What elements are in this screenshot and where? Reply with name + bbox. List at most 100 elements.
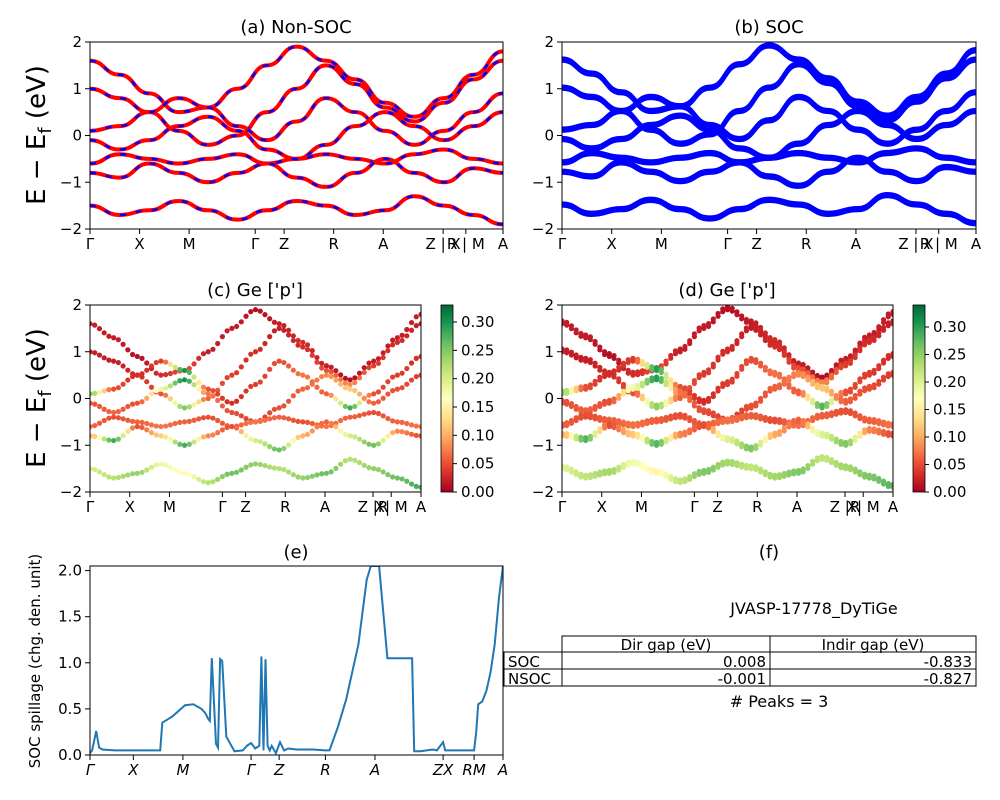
projection-point <box>281 327 287 333</box>
projection-point <box>810 458 816 465</box>
x-tick-label: Γ <box>251 235 260 253</box>
projection-point <box>866 369 872 375</box>
colorbar-tick-label: 0.10 <box>933 428 966 446</box>
projection-point <box>748 411 754 417</box>
projection-point <box>418 423 421 430</box>
projection-point <box>715 354 721 360</box>
projection-point <box>739 313 745 319</box>
panel-e-spillage: (e) SOC spillage (chg. den. unit) 0.0 0.5… <box>26 542 508 779</box>
y-tick-label: 2 <box>72 296 82 314</box>
projection-point <box>342 403 348 409</box>
x-tick-label: X| M <box>375 498 408 516</box>
projection-point <box>404 420 410 427</box>
projection-point <box>380 384 386 390</box>
projection-point <box>767 471 773 477</box>
table-cell-indir-gap: -0.833 <box>924 653 972 671</box>
projection-point <box>224 407 230 414</box>
projection-point <box>125 472 131 478</box>
projection-point <box>215 387 221 393</box>
projection-point <box>852 347 858 353</box>
projection-point <box>328 392 334 398</box>
projection-point <box>177 366 183 373</box>
projection-point <box>824 377 830 383</box>
colorbar-tick-label: 0.25 <box>461 341 494 359</box>
band-line-soc-0 <box>562 44 976 119</box>
projection-point <box>847 386 854 392</box>
projection-point <box>838 389 844 396</box>
projection-point <box>404 326 410 333</box>
y-tick-label: −1 <box>532 173 554 191</box>
projection-point <box>404 478 410 484</box>
projection-point <box>805 393 811 399</box>
projection-point <box>333 372 339 378</box>
projection-point <box>672 386 679 393</box>
projection-point <box>338 372 344 378</box>
projection-point <box>262 462 268 469</box>
projection-point <box>838 462 844 468</box>
projection-point <box>876 427 882 433</box>
projection-point <box>814 429 820 435</box>
projection-point <box>866 416 872 422</box>
x-tick-label: Γ <box>247 761 257 779</box>
projection-point <box>734 438 740 444</box>
projection-point <box>394 372 400 378</box>
projection-point <box>573 433 579 439</box>
projection-point <box>677 411 683 417</box>
colorbar-tick-label: 0.00 <box>933 483 966 501</box>
projection-point <box>167 361 173 367</box>
projection-point <box>786 374 792 380</box>
projection-point <box>319 365 325 371</box>
projection-point <box>92 433 98 439</box>
projection-point <box>833 392 839 399</box>
projection-point <box>399 476 405 482</box>
projection-point <box>267 366 273 372</box>
projection-point <box>399 385 405 391</box>
projection-point <box>252 419 259 425</box>
projection-point <box>890 351 893 357</box>
projection-point <box>833 436 839 442</box>
projection-point <box>701 397 707 403</box>
projection-point <box>857 413 863 419</box>
projection-point <box>819 411 825 417</box>
projection-point <box>399 370 405 376</box>
projection-point <box>616 418 622 424</box>
projection-point <box>163 462 169 468</box>
projection-point <box>885 420 891 426</box>
projection-point <box>753 400 759 406</box>
projection-point <box>583 411 589 417</box>
projection-point <box>219 427 225 433</box>
projection-point <box>562 388 565 394</box>
projection-point <box>286 469 292 475</box>
projection-point <box>876 363 882 369</box>
projection-point <box>885 320 891 326</box>
projection-point <box>181 419 188 425</box>
projection-point <box>271 465 278 471</box>
colorbar-tick-label: 0.05 <box>933 456 966 474</box>
projection-point <box>786 381 792 388</box>
projection-point <box>111 475 117 481</box>
projection-point <box>734 309 740 315</box>
projection-point <box>413 323 419 329</box>
projection-point <box>233 410 240 417</box>
projection-point <box>696 422 702 428</box>
projection-point <box>597 374 603 380</box>
projection-point <box>300 433 306 439</box>
x-tick-label: A <box>792 498 803 516</box>
projection-point <box>758 439 764 445</box>
projection-point <box>729 459 735 465</box>
projection-point <box>385 415 391 422</box>
projection-point <box>687 473 693 480</box>
projection-point <box>394 386 400 392</box>
projection-point <box>564 430 570 437</box>
projection-point <box>776 382 783 388</box>
projection-point <box>876 330 882 336</box>
projection-point <box>96 326 103 332</box>
projection-point <box>286 327 292 333</box>
projection-point <box>597 414 603 421</box>
projection-point <box>857 469 863 475</box>
projection-point <box>729 376 735 382</box>
projection-point <box>375 399 382 405</box>
projection-point <box>224 328 230 334</box>
projection-point <box>200 351 207 357</box>
projection-point <box>281 445 287 452</box>
